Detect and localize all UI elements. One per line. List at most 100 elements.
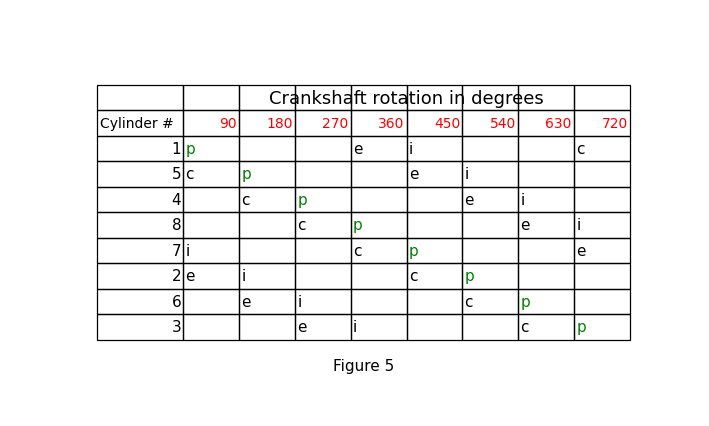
Bar — [407, 162, 462, 187]
Bar — [295, 187, 351, 213]
Text: Cylinder #: Cylinder # — [100, 117, 174, 131]
Text: p: p — [241, 167, 251, 182]
Bar — [574, 289, 630, 314]
Text: 630: 630 — [545, 117, 572, 131]
Text: e: e — [520, 218, 530, 233]
Bar — [184, 289, 239, 314]
Bar — [518, 213, 574, 238]
Text: p: p — [353, 218, 363, 233]
Bar — [518, 264, 574, 289]
Text: 720: 720 — [601, 117, 627, 131]
Bar — [351, 238, 407, 264]
Bar — [351, 213, 407, 238]
Bar — [462, 264, 518, 289]
Text: 7: 7 — [172, 243, 182, 258]
Bar — [351, 162, 407, 187]
Bar — [97, 289, 184, 314]
Bar — [407, 213, 462, 238]
Bar — [518, 289, 574, 314]
Text: i: i — [409, 141, 413, 157]
Bar — [239, 289, 295, 314]
Bar — [574, 86, 630, 111]
Bar — [351, 111, 407, 136]
Bar — [239, 314, 295, 340]
Text: 6: 6 — [172, 294, 182, 309]
Text: e: e — [409, 167, 418, 182]
Bar — [407, 264, 462, 289]
Bar — [239, 162, 295, 187]
Text: c: c — [520, 320, 529, 334]
Bar — [518, 136, 574, 162]
Bar — [351, 86, 407, 111]
Bar — [97, 111, 184, 136]
Bar — [295, 213, 351, 238]
Bar — [184, 238, 239, 264]
Bar — [462, 86, 518, 111]
Text: c: c — [353, 243, 362, 258]
Text: p: p — [297, 193, 307, 207]
Bar — [462, 162, 518, 187]
Bar — [184, 162, 239, 187]
Text: 360: 360 — [378, 117, 404, 131]
Bar — [574, 162, 630, 187]
Text: 540: 540 — [490, 117, 516, 131]
Text: i: i — [186, 243, 190, 258]
Text: c: c — [297, 218, 306, 233]
Text: e: e — [464, 193, 474, 207]
Bar — [351, 314, 407, 340]
Bar — [462, 238, 518, 264]
Bar — [184, 86, 239, 111]
Bar — [518, 162, 574, 187]
Text: i: i — [464, 167, 469, 182]
Text: 5: 5 — [172, 167, 182, 182]
Bar — [407, 289, 462, 314]
Bar — [295, 86, 351, 111]
Text: 270: 270 — [323, 117, 349, 131]
Text: c: c — [409, 269, 418, 284]
Bar — [239, 238, 295, 264]
Bar — [184, 136, 239, 162]
Text: 450: 450 — [434, 117, 460, 131]
Text: i: i — [353, 320, 357, 334]
Text: c: c — [186, 167, 194, 182]
Bar — [351, 264, 407, 289]
Bar — [574, 136, 630, 162]
Bar — [518, 86, 574, 111]
Text: Figure 5: Figure 5 — [333, 359, 394, 374]
Bar — [407, 136, 462, 162]
Text: p: p — [186, 141, 195, 157]
Text: i: i — [297, 294, 301, 309]
Text: 8: 8 — [172, 218, 182, 233]
Bar — [295, 289, 351, 314]
Bar — [239, 187, 295, 213]
Bar — [462, 111, 518, 136]
Bar — [295, 136, 351, 162]
Bar — [407, 314, 462, 340]
Bar — [462, 289, 518, 314]
Bar — [184, 111, 239, 136]
Bar — [518, 314, 574, 340]
Bar — [295, 162, 351, 187]
Bar — [574, 238, 630, 264]
Text: i: i — [520, 193, 525, 207]
Text: Crankshaft rotation in degrees: Crankshaft rotation in degrees — [269, 89, 544, 107]
Text: p: p — [520, 294, 530, 309]
Bar — [97, 86, 184, 111]
Bar — [239, 111, 295, 136]
Bar — [407, 111, 462, 136]
Text: 4: 4 — [172, 193, 182, 207]
Text: c: c — [576, 141, 585, 157]
Bar — [295, 238, 351, 264]
Bar — [239, 213, 295, 238]
Bar — [407, 187, 462, 213]
Bar — [351, 136, 407, 162]
Bar — [574, 314, 630, 340]
Bar — [462, 314, 518, 340]
Bar — [239, 264, 295, 289]
Bar — [97, 264, 184, 289]
Text: 180: 180 — [267, 117, 293, 131]
Bar — [295, 111, 351, 136]
Text: p: p — [409, 243, 418, 258]
Text: e: e — [576, 243, 586, 258]
Bar — [239, 86, 295, 111]
